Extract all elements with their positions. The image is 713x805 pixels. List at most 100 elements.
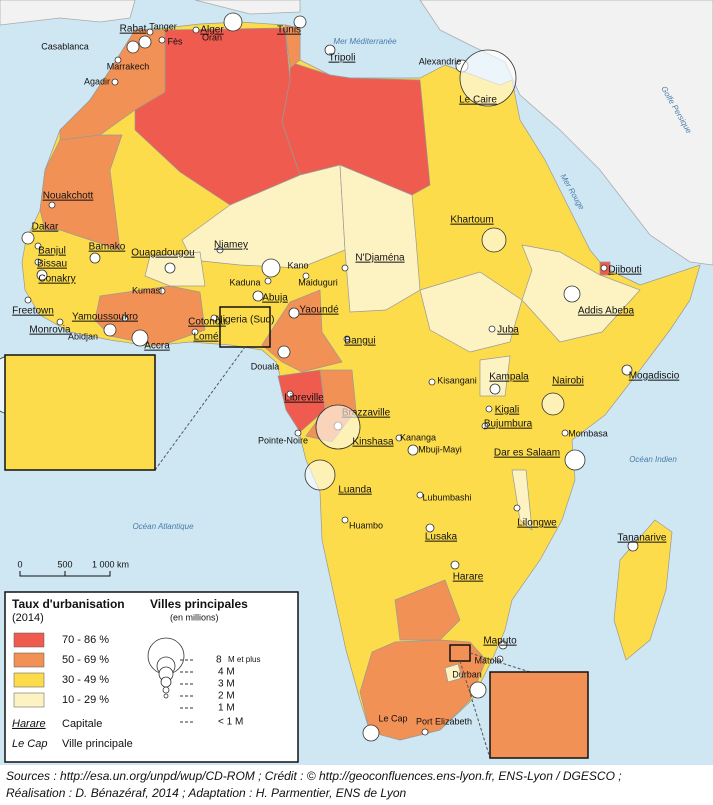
city-label: Kananga (400, 432, 436, 442)
city-circle (561, 429, 569, 437)
legend-swatch (13, 632, 45, 648)
city-circle (146, 28, 154, 36)
capital-label: Dakar (32, 222, 59, 233)
city-circle (459, 49, 517, 107)
legend-circle (160, 676, 172, 688)
middle-east (419, 0, 713, 266)
capital-label: Libreville (284, 393, 324, 404)
city-circle (114, 56, 122, 64)
source-line: Réalisation : D. Bénazéraf, 2014 ; Adapt… (6, 786, 407, 800)
city-circle (498, 640, 508, 650)
legend-circle (163, 693, 169, 699)
legend-city-label: Ville principale (62, 738, 133, 750)
city-circle (111, 78, 119, 86)
nigeria-inset (4, 354, 156, 471)
capital-label: Cotonou (188, 317, 226, 328)
city-circle (261, 258, 281, 278)
legend-size-label: 4 M (218, 667, 235, 678)
legend-cities-unit: (en millions) (170, 612, 219, 622)
city-label: Durban (452, 669, 482, 679)
city-circle (421, 728, 429, 736)
capital-label: Khartoum (450, 215, 493, 226)
city-circle (158, 36, 166, 44)
country (339, 164, 421, 313)
country (94, 285, 206, 347)
legend-size-label: 2 M (218, 691, 235, 702)
capital-label: Nairobi (552, 376, 584, 387)
city-label: Port Elizabeth (416, 716, 472, 726)
city-circle (158, 287, 166, 295)
legend-circle (162, 686, 170, 694)
capital-label: Le Caire (459, 95, 497, 106)
legend-box (4, 591, 299, 763)
capital-label: Monrovia (29, 325, 71, 336)
capital-label: Yamoussoukro (72, 312, 138, 323)
legend-capital-example: Harare (12, 718, 46, 730)
city-circle (564, 449, 586, 471)
sea-label: Océan Atlantique (132, 522, 194, 531)
legend-label: 50 - 69 % (62, 654, 109, 666)
city-circle (252, 290, 264, 302)
city-label: Agadir (84, 76, 110, 86)
city-circle (36, 269, 48, 281)
city-circle (315, 404, 361, 450)
city-label: Kaduna (229, 277, 260, 287)
city-circle (286, 390, 294, 398)
legend-city-example: Le Cap (12, 738, 47, 750)
city-label: Oran (202, 32, 222, 42)
legend-label: 30 - 49 % (62, 674, 109, 686)
country (613, 519, 673, 661)
city-circle (425, 523, 435, 533)
land (0, 0, 713, 266)
city-circle (362, 724, 380, 742)
capital-label: Alger (200, 25, 224, 36)
city-circle (164, 262, 176, 274)
legend-label: 70 - 86 % (62, 634, 109, 646)
capital-label: Tananarive (618, 533, 667, 544)
capital-label: Maputo (483, 636, 517, 647)
city-circle (121, 314, 129, 322)
capital-label: Rabat (120, 24, 147, 35)
city-circle (416, 491, 424, 499)
capital-label: Brazzaville (342, 408, 391, 419)
city-circle (138, 35, 152, 49)
city-circle (541, 392, 565, 416)
city-circle (469, 681, 487, 699)
capital-label: Lomé (193, 332, 218, 343)
legend-title: Taux d'urbanisation (12, 597, 125, 611)
capital-label: Addis Abeba (578, 306, 635, 317)
city-circle (481, 227, 507, 253)
capital-label: Nouakchott (43, 191, 94, 202)
city-label: Le Cap (378, 713, 407, 723)
city-circle (34, 242, 42, 250)
city-label: Mbuji-Mayi (418, 444, 462, 454)
city-label: Tanger (149, 21, 177, 31)
capital-label: Kinshasa (352, 437, 394, 448)
capital-label: Tunis (277, 25, 301, 36)
country (284, 24, 301, 69)
city-circle (488, 325, 496, 333)
city-circle (277, 345, 291, 359)
city-label: Abidjan (68, 331, 98, 341)
legend-capital-label: Capitale (62, 718, 102, 730)
city-circle (304, 459, 336, 491)
city-label: Casablanca (41, 41, 89, 51)
legend-cities-title: Villes principales (150, 597, 248, 611)
city-circle (56, 318, 64, 326)
city-label: Fès (167, 36, 183, 46)
country (444, 663, 463, 683)
city-circle (24, 296, 32, 304)
capital-label: Abuja (262, 293, 288, 304)
capital-label: Dar es Salaam (494, 448, 560, 459)
legend-swatch (13, 652, 45, 668)
city-circle (485, 405, 493, 413)
city-circle (131, 329, 149, 347)
city-circle (223, 12, 243, 32)
city-circle (89, 252, 101, 264)
scale-label: 1 000 km (92, 559, 129, 569)
country (39, 134, 123, 251)
capital-label: Harare (453, 572, 484, 583)
